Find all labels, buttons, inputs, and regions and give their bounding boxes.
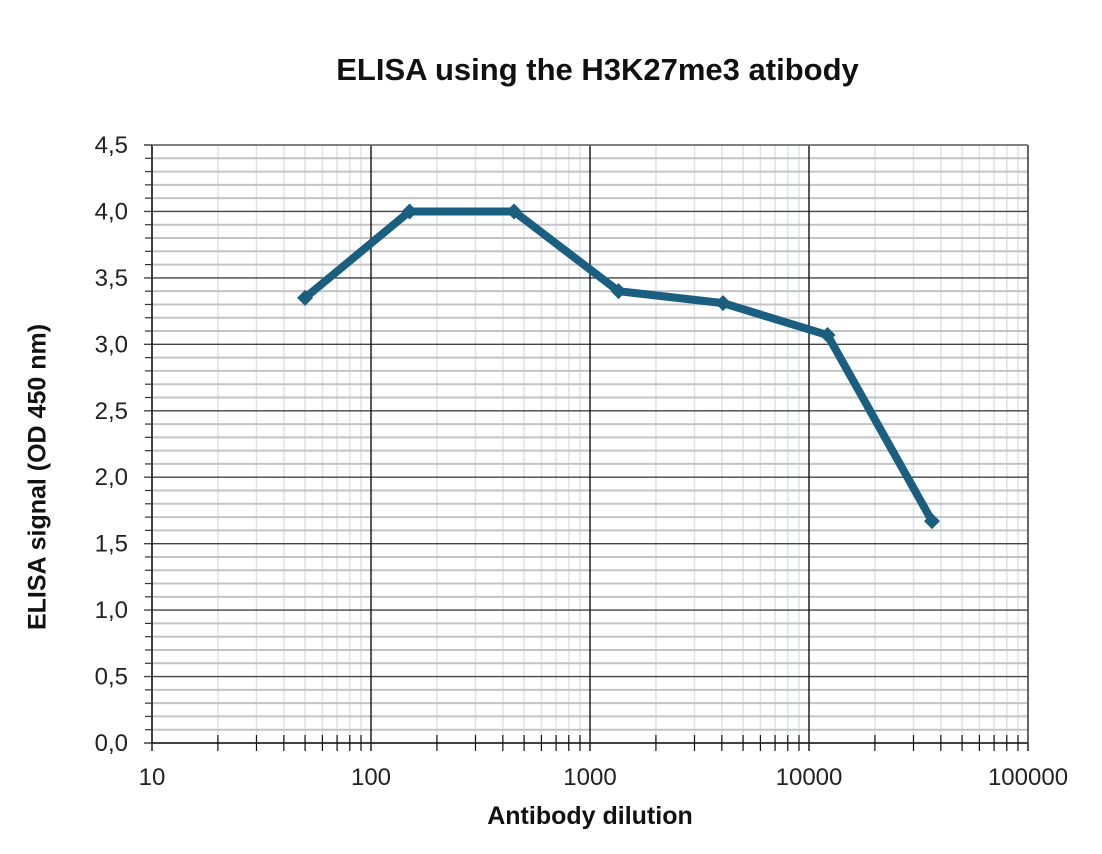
- data-point-marker: [819, 327, 836, 344]
- grid-minor-x: [217, 145, 1019, 743]
- y-tick-label: 1,0: [95, 597, 128, 624]
- axes: [151, 144, 1029, 744]
- data-series: [297, 203, 941, 530]
- axis-ticks: [145, 157, 1019, 751]
- y-tick-label: 0,0: [95, 730, 128, 757]
- data-point-marker: [924, 513, 941, 530]
- series-line: [301, 207, 937, 526]
- y-tick-label: 4,5: [95, 132, 128, 159]
- y-tick-label: 2,0: [95, 464, 128, 491]
- x-axis-label: Antibody dilution: [487, 802, 693, 830]
- data-point-marker: [297, 289, 314, 306]
- y-tick-label: 2,5: [95, 398, 128, 425]
- x-tick-label: 100: [351, 764, 391, 791]
- data-point-marker: [715, 295, 732, 312]
- y-tick-label: 1,5: [95, 531, 128, 558]
- x-tick-label: 10000: [776, 764, 843, 791]
- y-tick-label: 0,5: [95, 664, 128, 691]
- tick-labels: 0,0 0,5 1,0 1,5 2,0 2,5 3,0 3,5 4,0 4,5 10 100 1000 1…: [95, 132, 1068, 791]
- y-tick-label: 4,0: [95, 198, 128, 225]
- x-tick-label: 100000: [988, 764, 1068, 791]
- x-tick-label: 1000: [563, 764, 616, 791]
- chart-title: ELISA using the H3K27me3 atibody: [336, 52, 859, 87]
- data-point-marker: [610, 283, 627, 300]
- data-point-marker: [506, 203, 523, 220]
- x-tick-label: 10: [139, 764, 166, 791]
- y-tick-label: 3,5: [95, 265, 128, 292]
- y-tick-label: 3,0: [95, 331, 128, 358]
- data-point-marker: [401, 203, 418, 220]
